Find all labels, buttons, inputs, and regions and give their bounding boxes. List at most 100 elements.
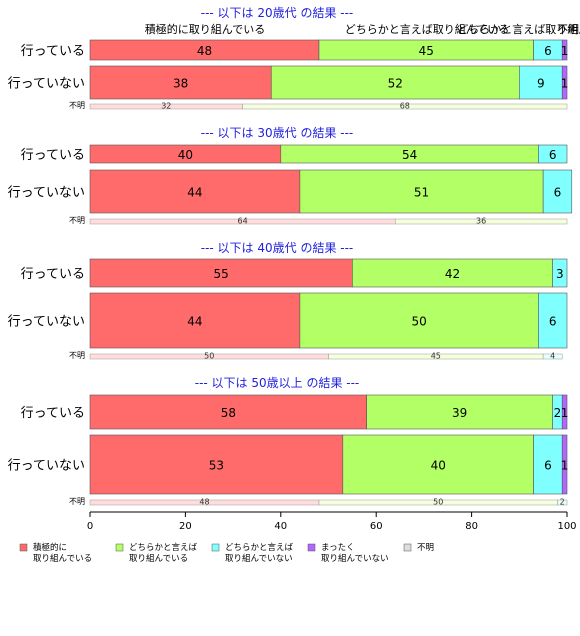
x-tick-label-3: 40: [274, 521, 287, 532]
data-label-3-2-1: 44: [187, 315, 202, 329]
data-label-1-1-4: 1: [561, 44, 569, 58]
bar-segment-4-1-1: [89, 394, 367, 430]
row-label-1-1: 行っている: [21, 44, 85, 59]
data-label-3-1-2: 42: [445, 267, 460, 281]
legend-swatch-2: [115, 543, 124, 552]
x-tick-label-5: 80: [465, 521, 478, 532]
legend-label-5: 不明: [417, 543, 434, 553]
x-tick-label-4: 60: [370, 521, 383, 532]
bar-segment-4-1-4: [561, 394, 568, 430]
bar-segment-4-2-2: [342, 434, 534, 495]
unknown-label-2: 不明: [69, 216, 85, 225]
row-label-4-1: 行っている: [21, 406, 85, 421]
bar-segment-2-2-2: [299, 169, 544, 214]
data-label-4-1-2: 39: [452, 406, 467, 420]
row-label-1-2: 行っていない: [8, 77, 85, 92]
data-label-1-2-4: 1: [561, 77, 569, 91]
unknown-value-2-2: 36: [476, 217, 486, 226]
column-header-3: どちらかと言えば取り組んでいない: [457, 23, 580, 36]
bar-segment-3-2-3: [538, 292, 568, 349]
legend-label-1: 積極的に取り組んでいる: [33, 542, 92, 564]
legend-label-line: 取り組んでいない: [321, 553, 389, 564]
unknown-segment-4-3: [557, 499, 568, 506]
data-label-4-2-1: 53: [209, 459, 224, 473]
unknown-segment-1-2: [242, 103, 568, 110]
legend-label-line: 取り組んでいる: [129, 553, 188, 564]
legend-label-line: 不明: [417, 543, 434, 553]
bar-segment-1-2-3: [518, 65, 563, 100]
x-tick-label-6: 100: [557, 521, 576, 532]
legend-swatch-1: [19, 543, 28, 552]
data-label-2-2-2: 51: [414, 186, 429, 200]
unknown-value-1-1: 32: [161, 102, 171, 111]
unknown-value-4-2: 50: [433, 498, 443, 507]
bar-segment-2-2-1: [89, 169, 301, 214]
row-label-3-1: 行っている: [21, 267, 85, 282]
panel-title-3: --- 以下は 40歳代 の結果 ---: [201, 241, 354, 255]
row-label-3-2: 行っていない: [8, 315, 85, 330]
data-label-2-2-1: 44: [187, 186, 202, 200]
data-label-4-2-4: 1: [561, 459, 569, 473]
unknown-value-1-2: 68: [400, 102, 410, 111]
unknown-value-4-1: 48: [199, 498, 209, 507]
bar-segment-3-1-2: [352, 258, 553, 288]
legend-swatch-4: [307, 543, 316, 552]
legend-label-line: どちらかと言えば: [129, 542, 198, 553]
row-label-4-2: 行っていない: [8, 459, 85, 474]
row-label-2-2: 行っていない: [8, 186, 85, 201]
bar-segment-3-2-2: [299, 292, 539, 349]
unknown-value-4-3: 2: [560, 498, 565, 507]
data-label-1-1-3: 6: [544, 44, 552, 58]
legend-swatch-5: [403, 543, 412, 552]
legend-label-line: まったく: [321, 543, 355, 553]
unknown-segment-3-3: [542, 353, 563, 360]
row-label-2-1: 行っている: [21, 148, 85, 163]
unknown-value-3-2: 45: [431, 352, 441, 361]
bar-segment-1-1-4: [561, 39, 568, 61]
legend-label-3: どちらかと言えば取り組んでいない: [225, 542, 294, 564]
legend-label-line: 取り組んでいない: [225, 553, 293, 564]
data-label-3-2-3: 6: [549, 315, 557, 329]
data-label-4-1-3: 2: [554, 406, 562, 420]
data-label-1-1-1: 48: [197, 44, 212, 58]
bar-segment-3-1-1: [89, 258, 353, 288]
panel-title-1: --- 以下は 20歳代 の結果 ---: [201, 6, 354, 20]
data-label-4-2-3: 6: [544, 459, 552, 473]
panel-title-2: --- 以下は 30歳代 の結果 ---: [201, 126, 354, 140]
legend-label-line: 取り組んでいる: [33, 553, 92, 564]
legend-label-line: どちらかと言えば: [225, 542, 294, 553]
bar-segment-4-2-4: [561, 434, 568, 495]
legend-swatch-3: [211, 543, 220, 552]
legend-label-2: どちらかと言えば取り組んでいる: [129, 542, 198, 564]
bar-segment-4-2-3: [533, 434, 563, 495]
data-label-4-1-1: 58: [221, 406, 236, 420]
x-tick-label-2: 20: [179, 521, 192, 532]
data-label-4-2-2: 40: [431, 459, 446, 473]
x-tick-label-1: 0: [87, 521, 93, 532]
data-label-2-1-1: 40: [178, 148, 193, 162]
bar-segment-3-1-3: [552, 258, 568, 288]
data-label-2-2-3: 6: [554, 186, 562, 200]
data-label-3-2-2: 50: [411, 315, 426, 329]
data-label-2-1-2: 54: [402, 148, 417, 162]
bar-segment-3-2-1: [89, 292, 301, 349]
unknown-label-3: 不明: [69, 351, 85, 360]
data-label-1-2-1: 38: [173, 77, 188, 91]
data-label-1-2-2: 52: [388, 77, 403, 91]
unknown-value-2-1: 64: [238, 217, 248, 226]
data-label-4-1-4: 1: [561, 406, 569, 420]
unknown-value-3-1: 50: [204, 352, 214, 361]
bar-segment-2-1-3: [538, 144, 568, 164]
data-label-3-1-1: 55: [214, 267, 229, 281]
unknown-value-3-3: 4: [550, 352, 555, 361]
bar-segment-1-2-4: [561, 65, 568, 100]
data-label-1-1-2: 45: [419, 44, 434, 58]
unknown-segment-2-2: [395, 218, 568, 225]
legend-label-line: 積極的に: [33, 542, 67, 553]
unknown-label-4: 不明: [69, 497, 85, 506]
column-header-2: どちらかと言えば取り組んでいる: [345, 23, 509, 36]
bar-segment-4-2-1: [89, 434, 344, 495]
bar-segment-2-2-3: [542, 169, 573, 214]
column-header-1: 積極的に取り組んでいる: [145, 22, 265, 36]
